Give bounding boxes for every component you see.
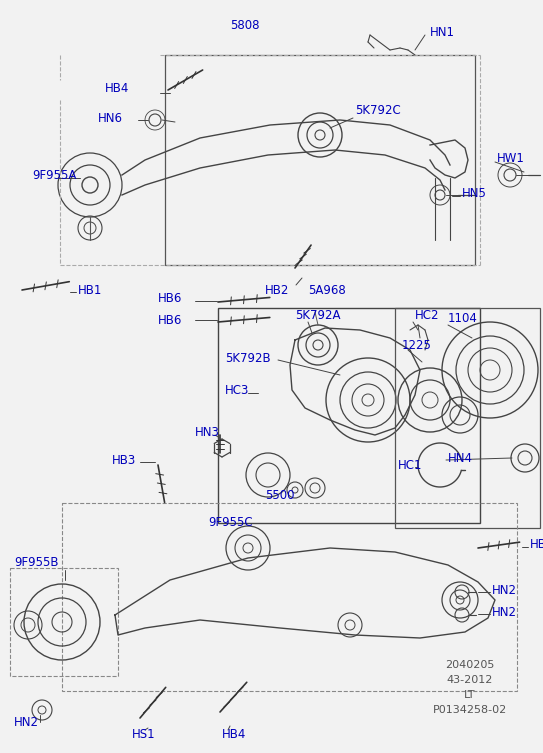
Text: HB6: HB6	[158, 313, 182, 327]
Text: 5500: 5500	[265, 489, 294, 501]
Text: HB5: HB5	[530, 538, 543, 551]
Bar	[10, 568, 118, 676]
Text: HB4: HB4	[105, 81, 129, 94]
Text: HN1: HN1	[430, 26, 455, 38]
Text: 9F955B: 9F955B	[14, 556, 59, 569]
Text: 9F955C: 9F955C	[208, 517, 252, 529]
Text: 5K792C: 5K792C	[355, 103, 401, 117]
Bar	[218, 308, 480, 523]
Text: HN2: HN2	[492, 606, 517, 620]
Text: HB1: HB1	[78, 283, 103, 297]
Text: HB6: HB6	[158, 291, 182, 304]
Text: HB4: HB4	[222, 728, 247, 742]
Bar	[395, 308, 540, 528]
Text: HN5: HN5	[462, 187, 487, 200]
Text: 9F955A: 9F955A	[32, 169, 77, 181]
Text: 43-2012: 43-2012	[447, 675, 493, 685]
Text: 5A968: 5A968	[308, 283, 346, 297]
Text: LT: LT	[464, 690, 476, 700]
Text: HB3: HB3	[112, 453, 136, 467]
Text: 1104: 1104	[448, 312, 478, 325]
Text: HW1: HW1	[497, 151, 525, 164]
Text: 1225: 1225	[402, 339, 432, 352]
Text: HN4: HN4	[448, 452, 473, 465]
Text: 5808: 5808	[230, 19, 260, 32]
Text: 2040205: 2040205	[445, 660, 495, 670]
Bar	[62, 503, 517, 691]
Text: 5K792A: 5K792A	[295, 309, 340, 322]
Text: HB2: HB2	[265, 283, 289, 297]
Text: HC3: HC3	[225, 383, 249, 397]
Text: HN2: HN2	[492, 584, 517, 596]
Text: HS1: HS1	[132, 728, 156, 742]
Text: P0134258-02: P0134258-02	[433, 705, 507, 715]
Text: HC1: HC1	[398, 459, 422, 471]
Text: 5K792B: 5K792B	[225, 352, 270, 364]
Text: HN6: HN6	[98, 111, 123, 124]
Text: HC2: HC2	[415, 309, 439, 322]
Bar	[165, 55, 475, 265]
Text: HN2: HN2	[14, 715, 39, 728]
Text: HN3: HN3	[195, 425, 220, 438]
